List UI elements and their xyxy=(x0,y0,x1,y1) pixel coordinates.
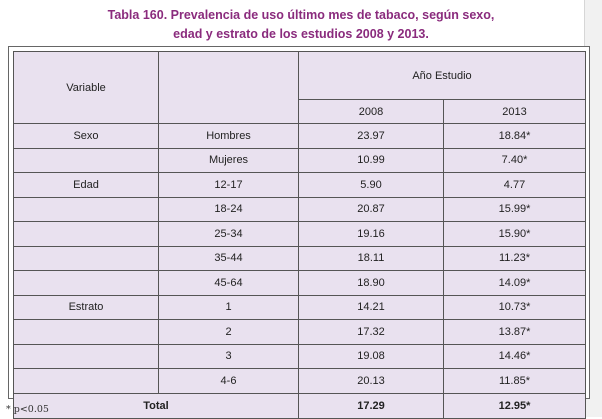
header-variable: Variable xyxy=(13,51,159,124)
table-row: Mujeres 10.99 7.40* xyxy=(13,147,587,173)
category-cell: 35-44 xyxy=(158,245,299,271)
table-frame: Variable Año Estudio 2008 2013 Sexo Hombr… xyxy=(8,46,590,419)
variable-cell: Estrato xyxy=(13,294,159,320)
value-2013-cell: 7.40* xyxy=(442,147,587,173)
value-2008-cell: 18.90 xyxy=(298,270,444,296)
total-label: Total xyxy=(13,392,299,419)
header-row: Variable Año Estudio xyxy=(13,51,587,124)
category-cell: 45-64 xyxy=(158,270,299,296)
value-2008-cell: 5.90 xyxy=(298,172,444,198)
table-caption: Tabla 160. Prevalencia de uso último mes… xyxy=(0,6,602,44)
table-row: 18-24 20.87 15.99* xyxy=(13,196,587,222)
category-cell: 1 xyxy=(158,294,299,320)
value-2008-cell: 23.97 xyxy=(298,123,444,149)
category-cell: Hombres xyxy=(158,123,299,149)
category-cell: 25-34 xyxy=(158,221,299,247)
total-row: Total 17.29 12.95* xyxy=(13,392,587,419)
value-2008-cell: 20.87 xyxy=(298,196,444,222)
variable-cell xyxy=(13,319,159,345)
value-2008-cell: 19.16 xyxy=(298,221,444,247)
table-row: 25-34 19.16 15.90* xyxy=(13,221,587,247)
table-row: Edad 12-17 5.90 4.77 xyxy=(13,172,587,198)
value-2008-cell: 17.32 xyxy=(298,319,444,345)
table-row: 2 17.32 13.87* xyxy=(13,319,587,345)
value-2013-cell: 4.77 xyxy=(442,172,587,198)
caption-line-1: Tabla 160. Prevalencia de uso último mes… xyxy=(107,8,495,22)
value-2008-cell: 19.08 xyxy=(298,343,444,369)
category-cell: 12-17 xyxy=(158,172,299,198)
value-2013-cell: 18.84* xyxy=(442,123,587,149)
total-2008-cell: 17.29 xyxy=(298,392,444,419)
header-years-row: 2008 2013 xyxy=(14,99,587,124)
variable-cell xyxy=(13,368,159,394)
header-year-2013: 2013 xyxy=(442,99,587,124)
category-cell: 4-6 xyxy=(158,368,299,394)
value-2008-cell: 10.99 xyxy=(298,147,444,173)
category-cell: 3 xyxy=(158,343,299,369)
variable-cell xyxy=(13,196,159,222)
total-2013-cell: 12.95* xyxy=(442,392,587,419)
prevalence-table: Variable Año Estudio 2008 2013 Sexo Hombr… xyxy=(13,51,587,419)
table-row: Sexo Hombres 23.97 18.84* xyxy=(13,123,587,149)
value-2008-cell: 20.13 xyxy=(298,368,444,394)
table-row: 45-64 18.90 14.09* xyxy=(13,270,587,296)
category-cell: Mujeres xyxy=(158,147,299,173)
variable-cell: Sexo xyxy=(13,123,159,149)
table-row: 3 19.08 14.46* xyxy=(13,343,587,369)
header-year-2008: 2008 xyxy=(298,99,444,124)
value-2013-cell: 11.85* xyxy=(442,368,587,394)
header-category-blank xyxy=(158,51,299,124)
table-row: 4-6 20.13 11.85* xyxy=(13,368,587,394)
table-row: Estrato 1 14.21 10.73* xyxy=(13,294,587,320)
variable-cell xyxy=(13,270,159,296)
variable-cell xyxy=(13,245,159,271)
value-2013-cell: 11.23* xyxy=(442,245,587,271)
value-2013-cell: 15.99* xyxy=(442,196,587,222)
value-2013-cell: 13.87* xyxy=(442,319,587,345)
variable-cell xyxy=(13,221,159,247)
footnote: * p<0.05 xyxy=(6,404,49,415)
value-2013-cell: 14.46* xyxy=(442,343,587,369)
header-year-group: Año Estudio xyxy=(297,51,587,100)
value-2008-cell: 18.11 xyxy=(298,245,444,271)
table-body: Variable Año Estudio 2008 2013 Sexo Hombr… xyxy=(13,51,587,419)
variable-cell xyxy=(13,147,159,173)
caption-line-2: edad y estrato de los estudios 2008 y 20… xyxy=(173,27,429,41)
category-cell: 18-24 xyxy=(158,196,299,222)
value-2013-cell: 15.90* xyxy=(442,221,587,247)
table-row: 35-44 18.11 11.23* xyxy=(13,245,587,271)
value-2013-cell: 10.73* xyxy=(442,294,587,320)
variable-cell xyxy=(13,343,159,369)
variable-cell: Edad xyxy=(13,172,159,198)
category-cell: 2 xyxy=(158,319,299,345)
value-2008-cell: 14.21 xyxy=(298,294,444,320)
value-2013-cell: 14.09* xyxy=(442,270,587,296)
